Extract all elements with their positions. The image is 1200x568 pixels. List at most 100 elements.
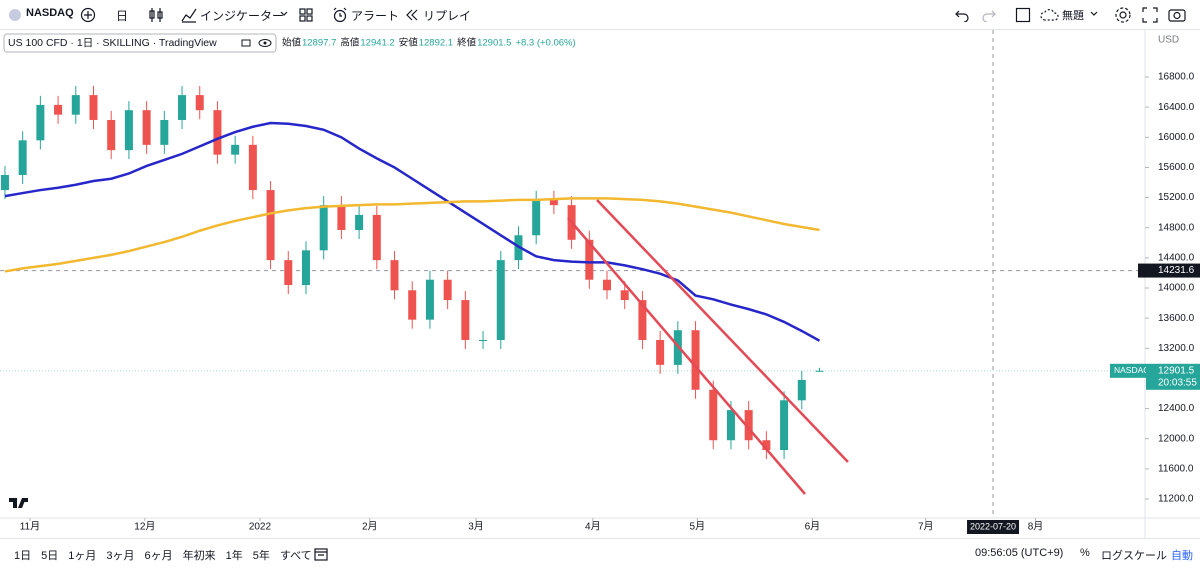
candle-body [408, 290, 417, 320]
chart-type-button[interactable] [148, 7, 164, 23]
range-button[interactable]: 年初来 [182, 550, 216, 562]
legend-icons[interactable] [241, 39, 272, 47]
range-button[interactable]: すべて [279, 550, 312, 562]
range-button[interactable]: 1ヶ月 [68, 550, 97, 562]
candle-body [0, 174, 9, 191]
x-tick-label: 11月 [20, 521, 40, 533]
candle-body [248, 144, 257, 191]
toolbar: NASDAQ 日 インジケーター アラート リプレイ 無題 [0, 0, 1200, 30]
candle-body [425, 279, 434, 320]
candle-body [355, 214, 364, 230]
trend-line [596, 199, 849, 463]
chart: US 100 CFD · 1日 · SKILLING · TradingView… [0, 30, 1200, 538]
x-tick-label: 3月 [468, 521, 484, 533]
compare-button[interactable] [80, 7, 96, 23]
layout-name[interactable]: 無題 [1062, 10, 1084, 22]
symbol[interactable]: NASDAQ [26, 7, 74, 19]
candle-body [160, 119, 169, 145]
fullscreen-rect[interactable] [1015, 7, 1031, 23]
candle-body [124, 110, 133, 151]
interval[interactable]: 日 [116, 9, 129, 23]
alert-icon[interactable] [332, 7, 348, 23]
moving-average [4, 197, 820, 273]
candle-body [213, 110, 222, 155]
tv-logo [9, 498, 28, 508]
candle-body [178, 95, 187, 120]
candle-body [638, 300, 647, 341]
range-button[interactable]: 6ヶ月 [144, 550, 173, 562]
chevron[interactable] [1090, 11, 1098, 17]
range-button[interactable]: 1年 [225, 550, 243, 562]
moving-average [4, 121, 821, 342]
chevron[interactable] [280, 11, 288, 17]
cloud-icon[interactable] [1040, 8, 1060, 22]
symbol-tag [1110, 363, 1146, 378]
y-tick-label: 14800.0 [1158, 222, 1195, 233]
range-button[interactable]: 1日 [14, 550, 32, 562]
legend-value: 12901.5 [477, 38, 511, 49]
x-tick-label: 4月 [585, 521, 601, 533]
candle-body [461, 300, 470, 341]
y-tick-label: 15200.0 [1158, 192, 1195, 203]
crosshair-price-box [1138, 263, 1200, 278]
redo-button[interactable] [982, 8, 996, 22]
candle-body [284, 260, 293, 286]
bottom-bar: 09:56:05 (UTC+9) % ログスケール 自動 1日 5日 1ヶ月 3ヶ月 6… [0, 538, 1200, 568]
candle-body [797, 379, 806, 401]
y-tick-label: 13600.0 [1158, 313, 1195, 324]
replay-icon[interactable] [405, 8, 419, 22]
legend-value: 12892.1 [419, 38, 453, 49]
x-tick-label: 6月 [805, 521, 821, 533]
x-tick-label: 7月 [918, 521, 934, 533]
log-toggle[interactable]: ログスケール [1101, 550, 1167, 562]
candle-body [726, 410, 735, 441]
last-price-box [1146, 363, 1200, 390]
y-tick-label: 15600.0 [1158, 162, 1195, 173]
indicator-icon[interactable] [181, 7, 197, 23]
candle-body [107, 119, 116, 151]
candle-body [656, 340, 665, 365]
y-tick-label: 11600.0 [1158, 464, 1194, 475]
candle-body [390, 260, 399, 291]
plot-area [0, 30, 1145, 518]
percent-toggle[interactable]: % [1080, 547, 1090, 559]
candle-body [443, 279, 452, 301]
x-tick-label: 8月 [1028, 521, 1044, 533]
candle-body [372, 214, 381, 261]
alert-button[interactable]: アラート [351, 9, 400, 23]
clock[interactable]: 09:56:05 (UTC+9) [975, 547, 1064, 559]
trend-line [567, 217, 806, 495]
candle-body [71, 95, 80, 115]
indicators-button[interactable]: インジケーター [200, 9, 285, 23]
candle-body [195, 95, 204, 111]
crosshair-price: 14231.6 [1158, 265, 1195, 276]
y-tick-label: 11200.0 [1158, 494, 1194, 505]
undo-button[interactable] [955, 8, 969, 22]
expand-button[interactable] [1142, 7, 1158, 23]
range-button[interactable]: 3ヶ月 [106, 550, 135, 562]
x-tick-label: 2022 [249, 522, 272, 533]
range-button[interactable]: 5年 [252, 550, 270, 562]
date-box [967, 520, 1020, 534]
crosshair-date: 2022-07-20 [970, 521, 1016, 531]
candle-body [691, 330, 700, 390]
candle-body [603, 279, 612, 291]
candle-body [709, 389, 718, 441]
y-tick-label: 14400.0 [1158, 253, 1195, 264]
candle-body [780, 400, 789, 451]
auto-toggle[interactable]: 自動 [1171, 550, 1193, 562]
snapshot-button[interactable] [1168, 7, 1186, 23]
range-button[interactable]: 5日 [41, 550, 59, 562]
y-tick-label: 12400.0 [1158, 403, 1195, 414]
layout-grid-button[interactable] [298, 7, 314, 23]
candle-body [266, 190, 275, 261]
candle-body [54, 104, 63, 115]
date-range-button[interactable] [314, 547, 328, 561]
replay-button[interactable]: リプレイ [423, 9, 472, 23]
symbol-tag-text: NASDAQ [1114, 365, 1150, 375]
x-tick-label: 5月 [690, 521, 706, 533]
settings-button[interactable] [1114, 6, 1132, 24]
legend-label: 始値 [282, 37, 302, 49]
y-tick-label: 16000.0 [1158, 132, 1195, 143]
candle-body [319, 205, 328, 251]
